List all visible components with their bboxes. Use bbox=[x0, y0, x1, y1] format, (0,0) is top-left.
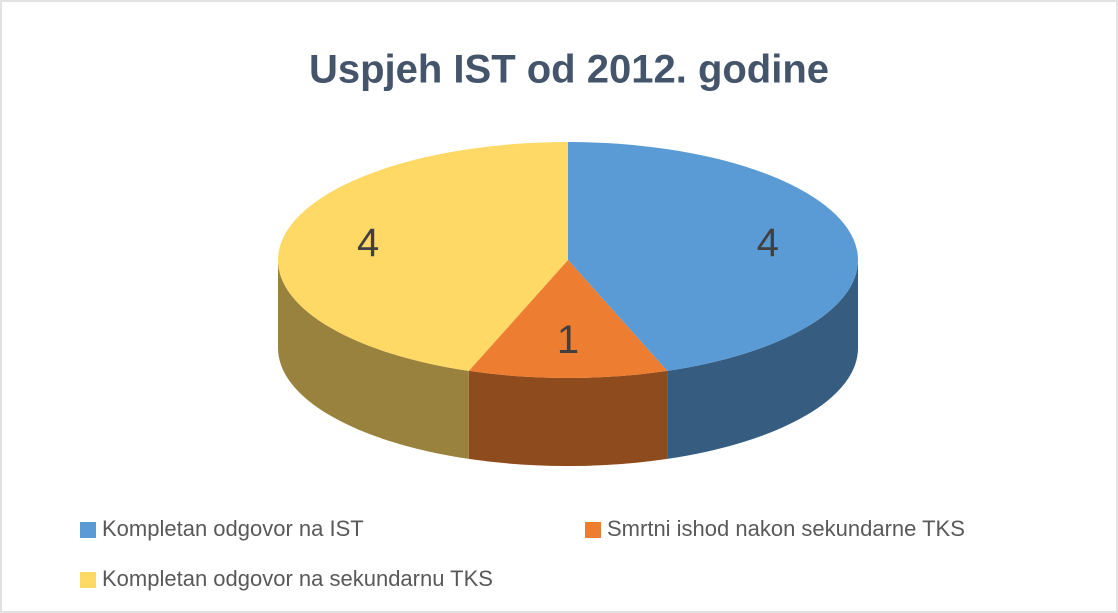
data-label: 4 bbox=[357, 221, 379, 265]
slice-side bbox=[468, 370, 668, 466]
legend-label: Kompletan odgovor na IST bbox=[102, 516, 364, 541]
slice-side-shade bbox=[278, 260, 469, 459]
legend-label: Smrtni ishod nakon sekundarne TKS bbox=[607, 516, 965, 541]
slice-side bbox=[278, 260, 469, 459]
slice-side bbox=[667, 260, 858, 459]
legend-swatch bbox=[80, 572, 96, 588]
slice-side-shade bbox=[667, 260, 858, 459]
legend-label: Kompletan odgovor na sekundarnu TKS bbox=[102, 566, 493, 591]
slice bbox=[278, 142, 568, 371]
slice bbox=[568, 142, 858, 371]
legend-swatch bbox=[80, 522, 96, 538]
chart-title: Uspjeh IST od 2012. godine bbox=[309, 48, 829, 92]
legend-swatch bbox=[585, 522, 601, 538]
slice bbox=[468, 260, 668, 378]
data-label: 1 bbox=[557, 318, 579, 362]
slice-side-shade bbox=[468, 370, 668, 466]
data-label: 4 bbox=[757, 221, 779, 265]
